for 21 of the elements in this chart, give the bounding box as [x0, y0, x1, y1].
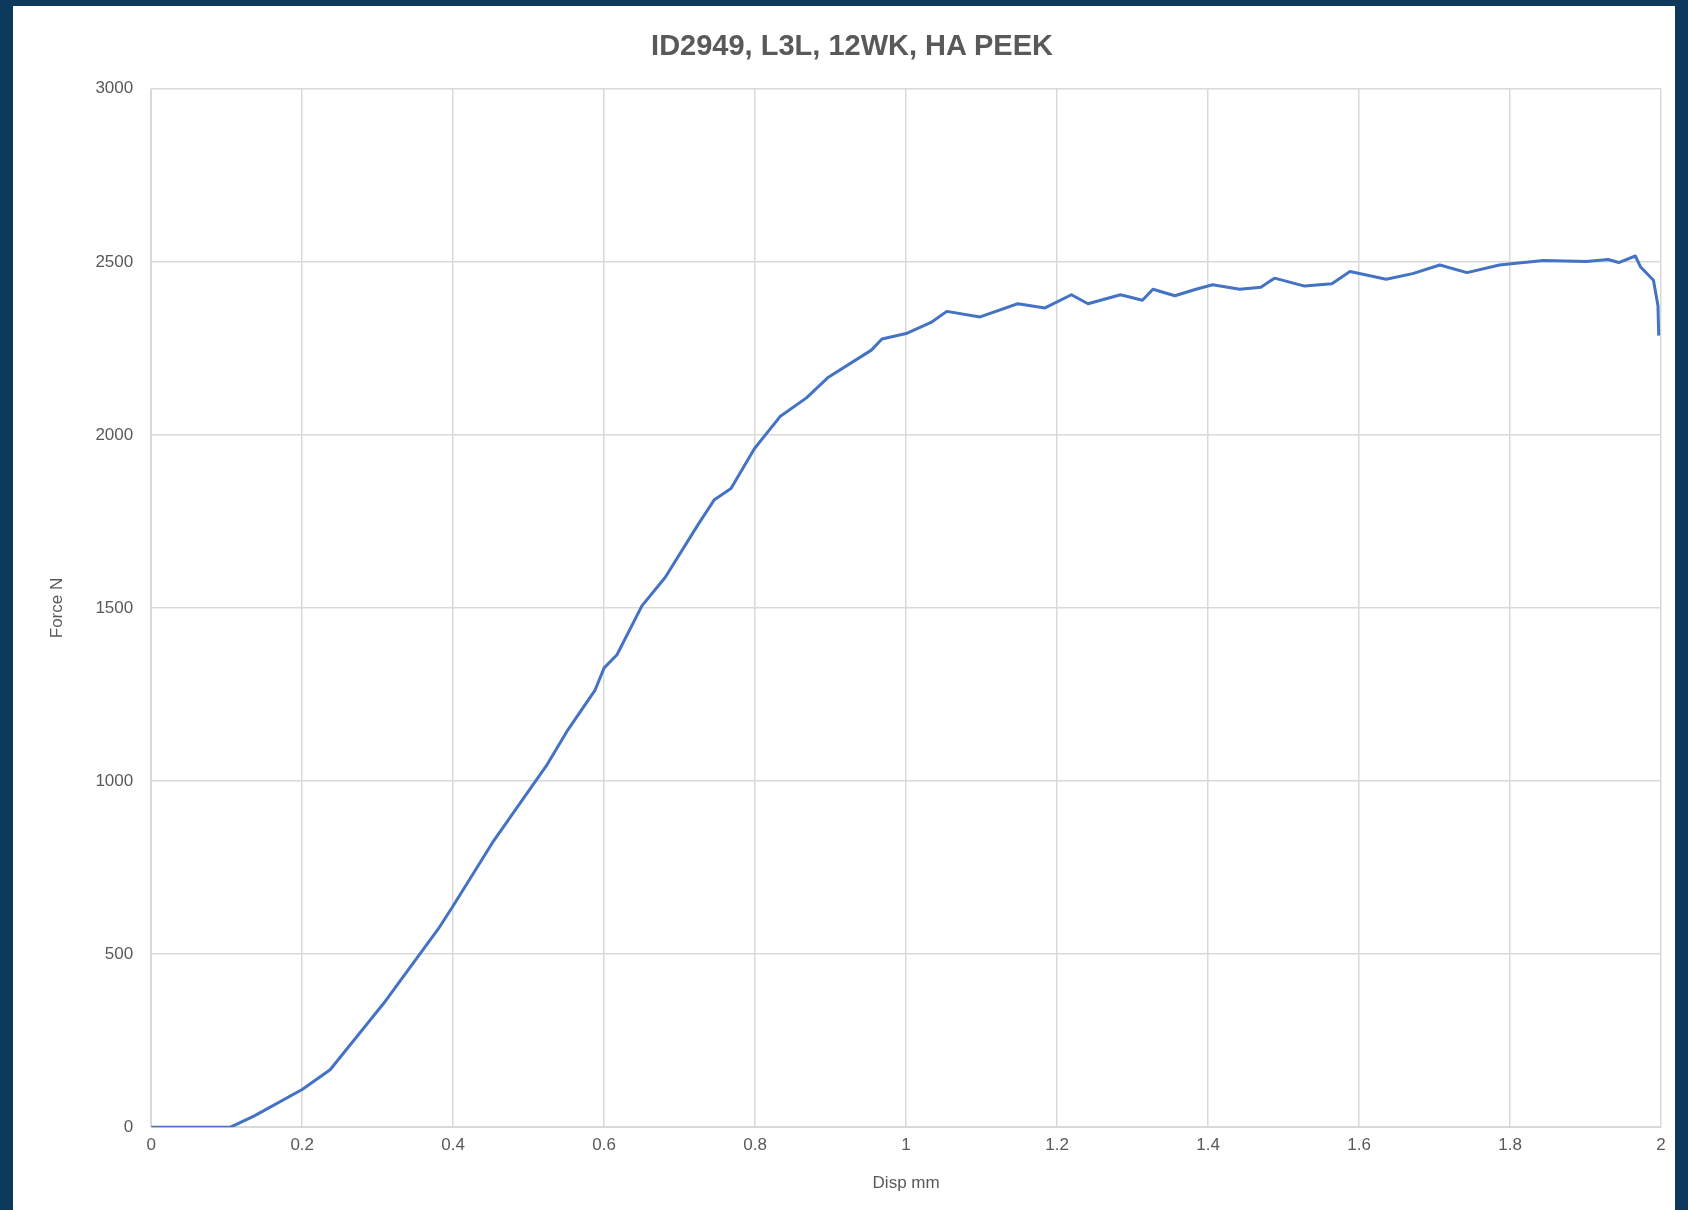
x-tick-label: 0.4 — [441, 1135, 465, 1155]
y-tick-label: 500 — [104, 943, 134, 963]
x-tick-label: 2 — [1656, 1135, 1666, 1155]
x-tick-label: 0.2 — [290, 1135, 315, 1155]
y-axis-title: Force N — [46, 577, 66, 639]
y-tick-label: 2000 — [95, 424, 134, 444]
chart-title: ID2949, L3L, 12WK, HA PEEK — [651, 29, 1053, 62]
y-tick-label: 1000 — [95, 770, 134, 790]
y-tick-label: 3000 — [95, 78, 134, 98]
x-tick-label: 1.2 — [1045, 1135, 1069, 1155]
x-tick-label: 1.6 — [1347, 1135, 1371, 1155]
y-tick-label: 0 — [123, 1116, 134, 1136]
x-tick-label: 0 — [146, 1135, 156, 1155]
x-tick-label: 1.8 — [1498, 1135, 1522, 1155]
x-tick-label: 0.6 — [592, 1135, 616, 1155]
y-tick-label: 2500 — [95, 251, 134, 271]
x-axis-title: Disp mm — [872, 1173, 940, 1193]
x-tick-label: 1 — [901, 1135, 911, 1155]
x-tick-label: 1.4 — [1196, 1135, 1220, 1155]
x-tick-label: 0.8 — [743, 1135, 767, 1155]
y-tick-label: 1500 — [95, 597, 134, 617]
